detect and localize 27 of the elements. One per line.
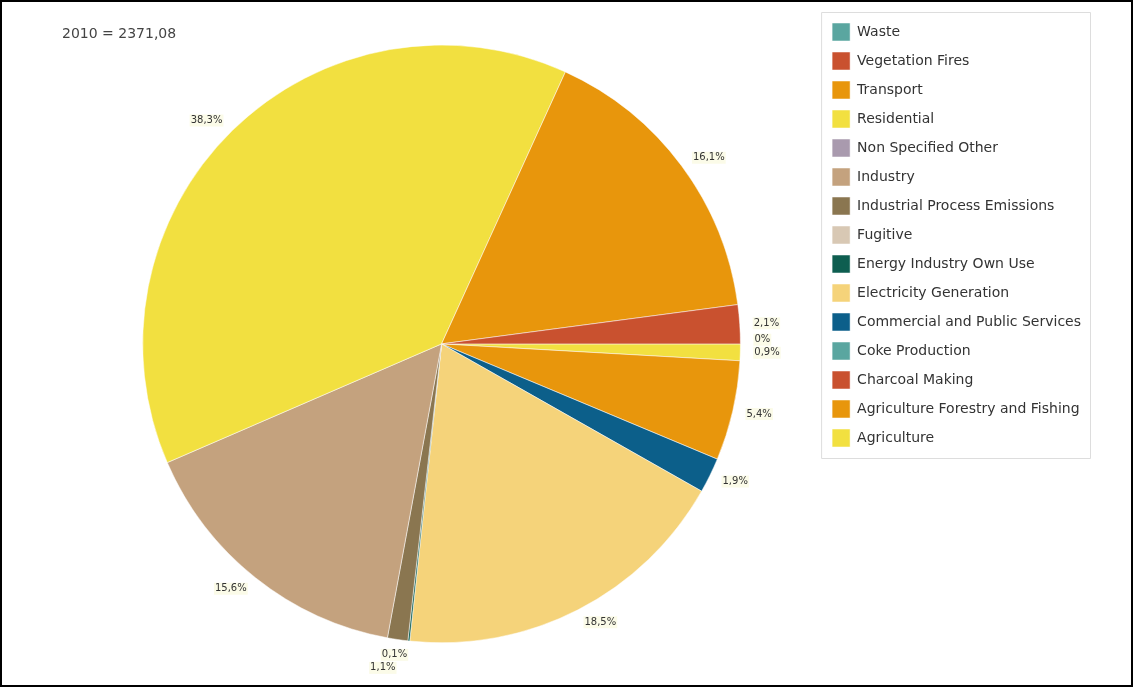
legend-label: Agriculture xyxy=(857,428,935,445)
data-label: 0,1% xyxy=(381,648,408,660)
data-label: 18,5% xyxy=(584,615,617,627)
legend-label: Electricity Generation xyxy=(857,283,1010,300)
legend-label: Industry xyxy=(857,167,915,184)
data-label: 15,6% xyxy=(214,582,247,594)
data-label: 2,1% xyxy=(753,316,780,328)
text: 0% xyxy=(754,333,771,345)
data-label: 16,1% xyxy=(692,151,725,163)
legend-label: Agriculture Forestry and Fishing xyxy=(857,399,1080,416)
legend-label: Commercial and Public Services xyxy=(857,312,1081,329)
legend-label: Residential xyxy=(857,109,935,126)
legend-label: Non Specified Other xyxy=(857,138,999,155)
legend-label: Coke Production xyxy=(857,341,971,358)
legend-label: Charcoal Making xyxy=(857,370,974,387)
data-label: 5,4% xyxy=(746,407,772,419)
data-label: 0,9% xyxy=(754,346,780,358)
text: 2010 = 2371,08 xyxy=(62,25,177,42)
legend-label: Vegetation Fires xyxy=(857,51,970,68)
legend-label: Waste xyxy=(857,22,901,39)
data-label: 1,1% xyxy=(370,661,396,673)
data-label: 38,3% xyxy=(190,114,223,126)
legend-label: Energy Industry Own Use xyxy=(857,254,1035,271)
legend-label: Industrial Process Emissions xyxy=(857,196,1055,213)
legend-label: Fugitive xyxy=(857,225,913,242)
legend-label: Transport xyxy=(856,80,924,97)
data-label: 1,9% xyxy=(722,475,748,487)
